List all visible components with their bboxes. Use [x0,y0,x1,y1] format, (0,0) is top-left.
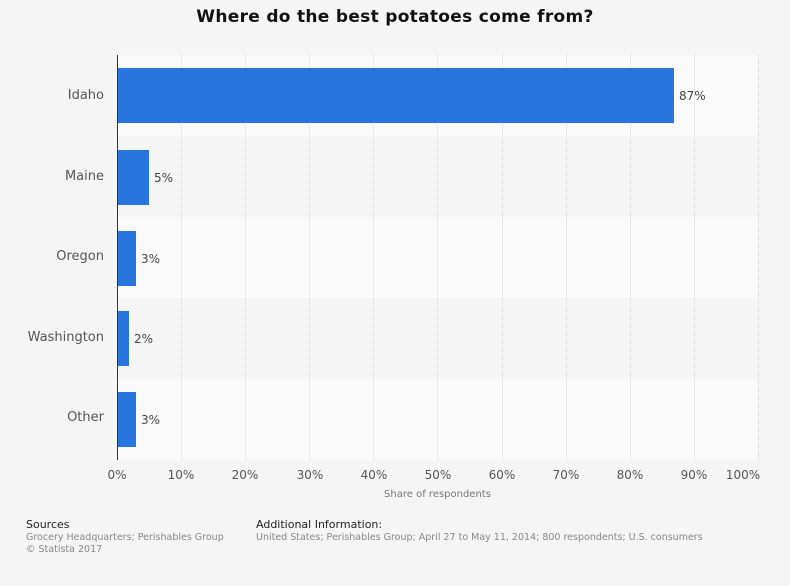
category-label: Maine [64,169,104,184]
gridline [502,55,503,460]
y-axis-line [117,55,118,460]
category-label: Other [67,410,104,425]
bar-other[interactable] [117,392,136,447]
category-label: Idaho [67,88,104,103]
x-tick-label: 70% [552,468,580,482]
x-tick-label: 0% [107,468,127,482]
gridline [758,55,759,460]
additional-info-heading: Additional Information: [256,518,383,531]
gridline [309,55,310,460]
x-tick-label: 100% [725,468,761,482]
x-tick-label: 20% [231,468,259,482]
x-tick-label: 10% [167,468,195,482]
bar-idaho[interactable] [117,68,674,123]
sources-heading: Sources [26,518,70,531]
bar-value-label: 2% [134,332,154,346]
bar-value-label: 5% [154,171,174,185]
x-tick-label: 40% [360,468,388,482]
gridline [437,55,438,460]
x-tick-label: 60% [488,468,516,482]
category-label: Washington [27,330,104,345]
bar-value-label: 3% [141,413,161,427]
bar-maine[interactable] [117,150,149,205]
bar-oregon[interactable] [117,231,136,286]
bar-value-label: 87% [679,89,706,103]
category-label: Oregon [56,249,104,264]
gridline [373,55,374,460]
x-tick-label: 90% [680,468,708,482]
gridline [630,55,631,460]
chart-title: Where do the best potatoes come from? [196,7,594,27]
x-tick-label: 80% [616,468,644,482]
bar-washington[interactable] [117,311,129,366]
gridline [694,55,695,460]
gridline [566,55,567,460]
x-tick-label: 50% [424,468,452,482]
gridline [245,55,246,460]
additional-info-text: United States; Perishables Group; April … [256,532,703,543]
x-tick-label: 30% [296,468,324,482]
sources-text: Grocery Headquarters; Perishables Group [26,532,224,543]
plot-area: 87% 5% 3% 2% 3% [117,55,759,460]
bar-value-label: 3% [141,252,161,266]
gridline [181,55,182,460]
copyright-text[interactable]: © Statista 2017 [26,544,103,555]
x-axis-title: Share of respondents [384,489,491,500]
